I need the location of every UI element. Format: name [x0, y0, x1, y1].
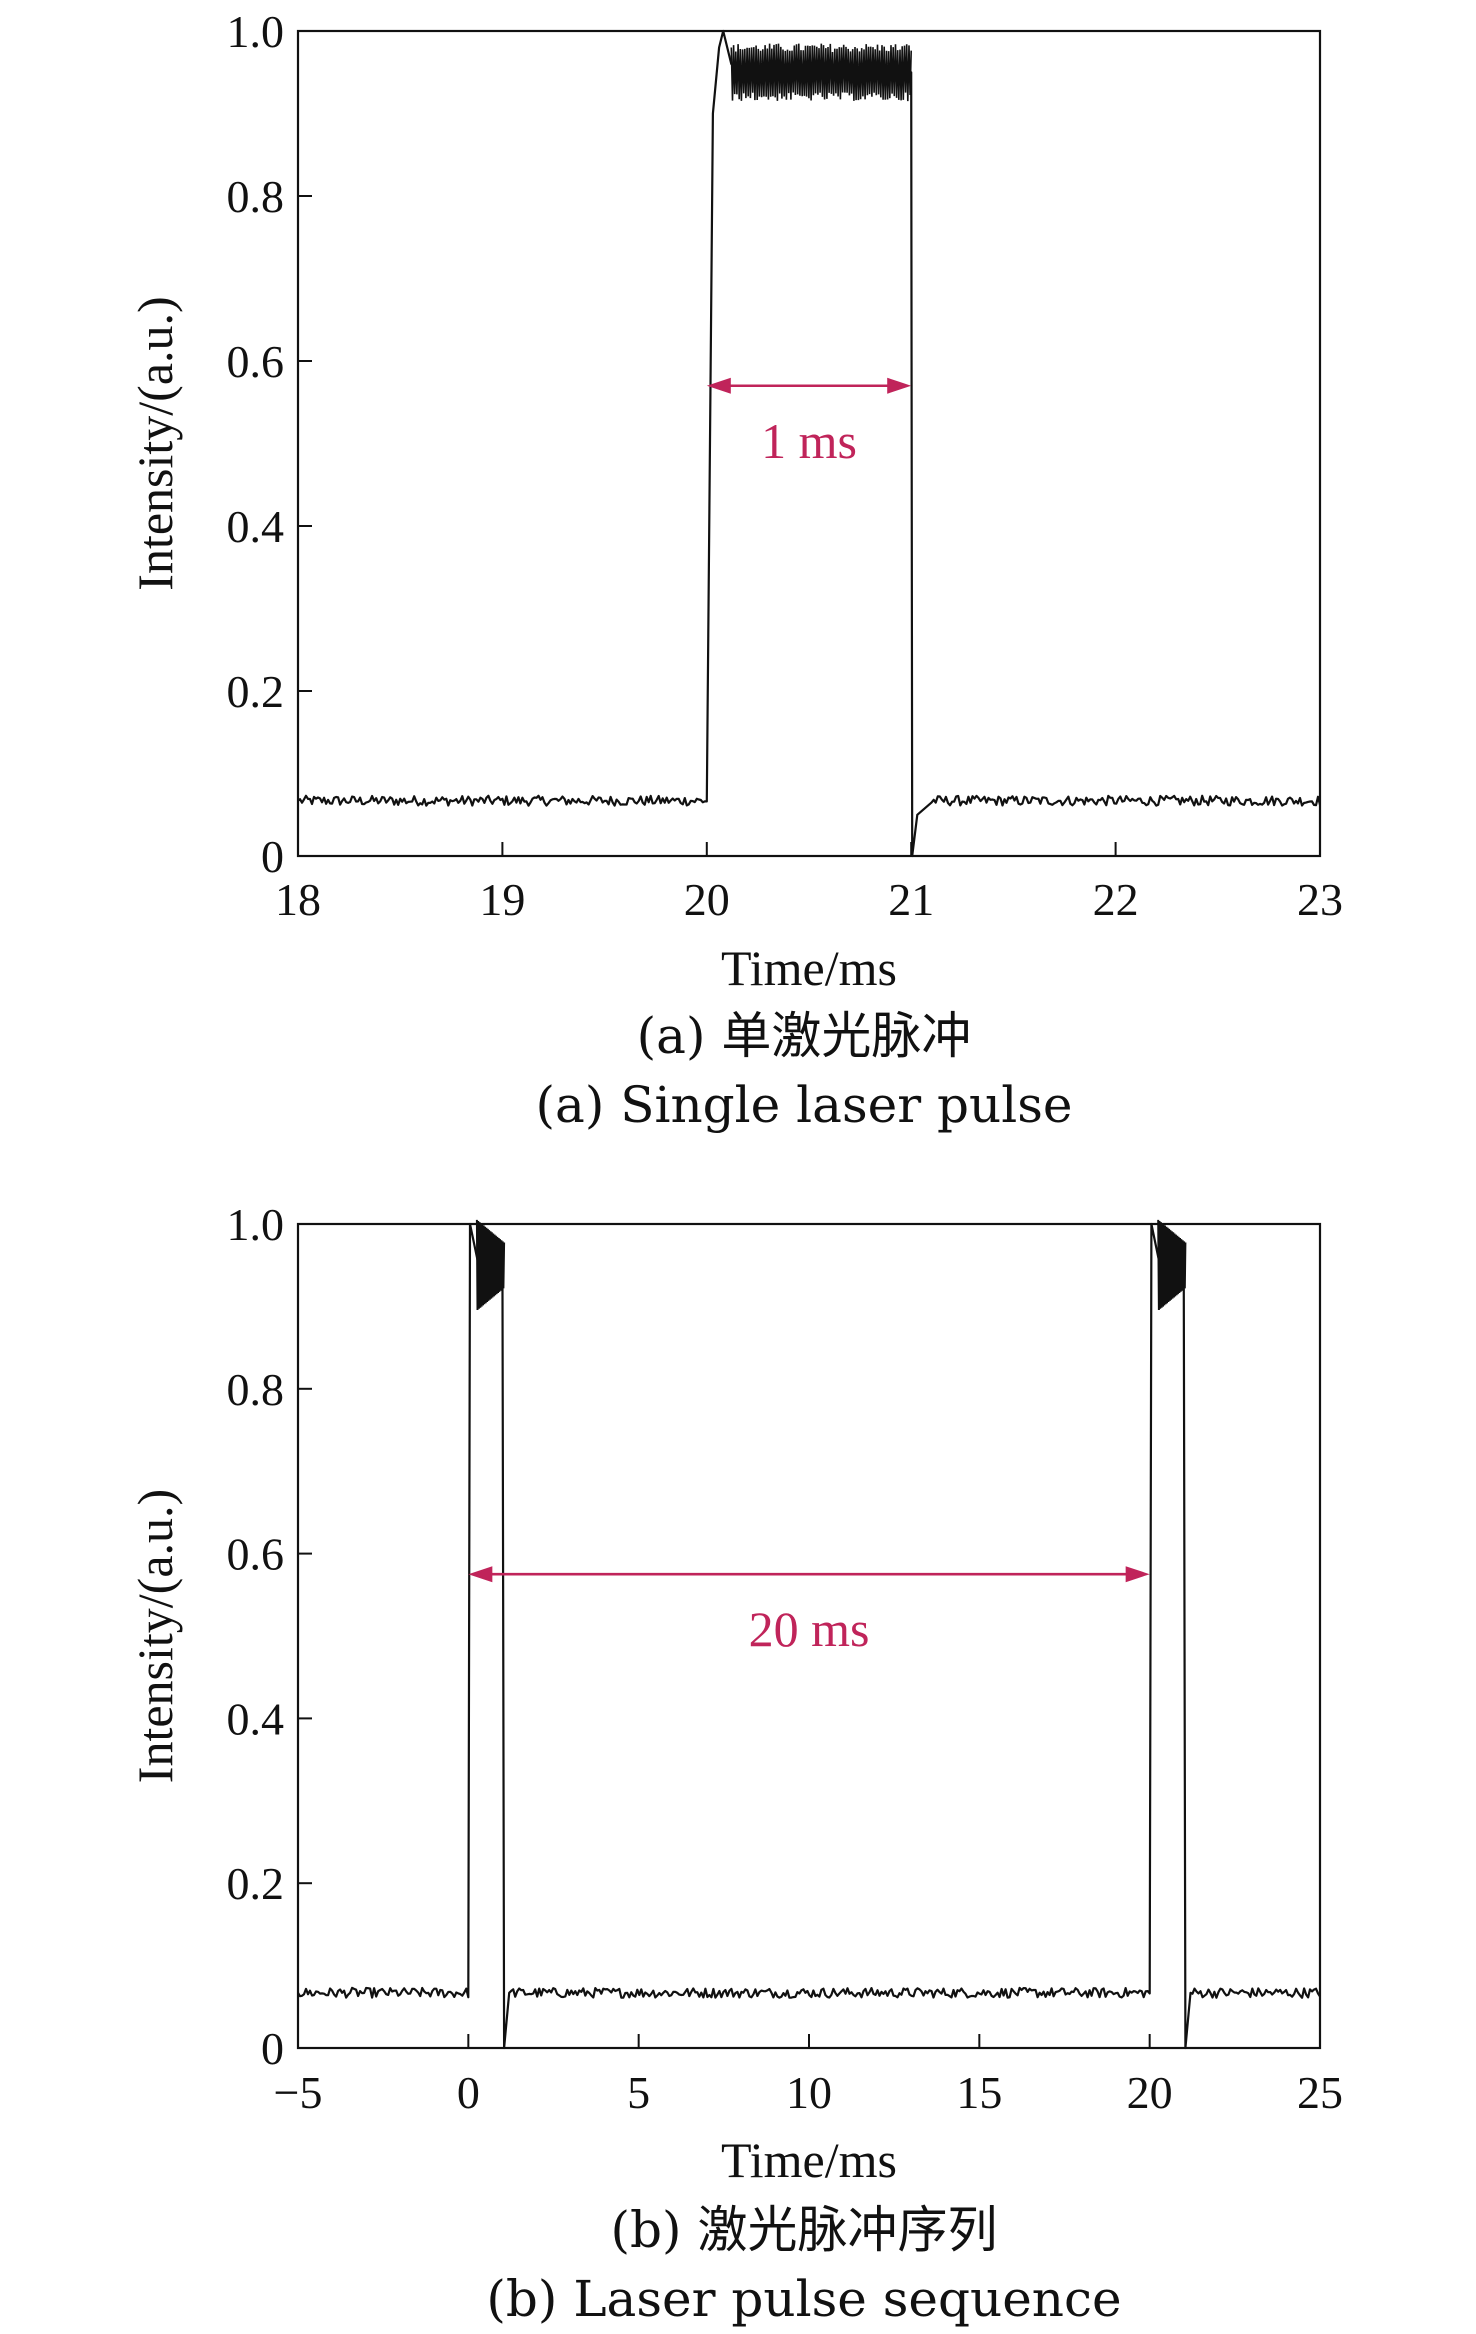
x-tick-label: 19 [479, 874, 525, 925]
x-tick-label: 18 [275, 874, 321, 925]
caption-en: (a) Single laser pulse [536, 1076, 1073, 1134]
y-tick-label: 0.2 [227, 1858, 285, 1909]
annotation-label: 20 ms [749, 1601, 870, 1657]
caption-cn: (b) 激光脉冲序列 [611, 2201, 998, 2259]
x-tick-label: −5 [274, 2067, 323, 2118]
x-tick-label: 20 [1127, 2067, 1173, 2118]
x-axis-label: Time/ms [721, 940, 897, 996]
pulse-oscillation [1157, 1219, 1187, 1311]
y-tick-label: 0.2 [227, 666, 285, 717]
x-tick-label: 20 [684, 874, 730, 925]
y-axis-label: Intensity/(a.u.) [127, 296, 183, 590]
caption-en: (b) Laser pulse sequence [486, 2270, 1121, 2328]
y-tick-label: 0.6 [227, 1529, 285, 1580]
chart-panel-a: 18 19 20 21 22 23 0 0.2 0.4 0.6 0.8 1.0 Time/ms Inten… [127, 6, 1343, 1134]
x-tick-label: 15 [956, 2067, 1002, 2118]
y-tick-label: 0.4 [227, 1693, 285, 1744]
annotation-arrowhead-right [1125, 1566, 1150, 1583]
pulse-oscillation [475, 1219, 506, 1311]
chart-panel-b: −5 0 5 10 15 20 2500.20.40.60.81.0Time/msInten… [127, 1199, 1343, 2328]
y-tick-label: 0 [261, 2023, 284, 2074]
x-tick-label: 0 [457, 2067, 480, 2118]
annotation-arrowhead-left [706, 377, 731, 394]
y-tick-label: 0.8 [227, 1364, 285, 1415]
annotation-arrowhead-right [887, 377, 912, 394]
annotation-label: 1 ms [761, 413, 857, 469]
y-tick-label: 0 [261, 831, 284, 882]
y-tick-label: 1.0 [227, 1199, 285, 1250]
x-tick-label: 23 [1297, 874, 1343, 925]
x-tick-label: 25 [1297, 2067, 1343, 2118]
y-tick-label: 1.0 [227, 6, 285, 57]
y-tick-label: 0.4 [227, 501, 285, 552]
x-tick-label: 21 [888, 874, 934, 925]
signal-line [297, 1222, 1321, 2050]
x-axis-label: Time/ms [721, 2132, 897, 2188]
signal-line [297, 29, 1322, 858]
caption-cn: (a) 单激光脉冲 [637, 1007, 972, 1065]
x-tick-label: 10 [786, 2067, 832, 2118]
pulse-oscillation [730, 43, 912, 102]
annotation-arrowhead-left [468, 1566, 493, 1583]
x-tick-label: 22 [1093, 874, 1139, 925]
y-axis-label: Intensity/(a.u.) [127, 1489, 183, 1783]
plot-frame [296, 29, 1322, 858]
x-tick-label: 5 [627, 2067, 650, 2118]
y-tick-label: 0.6 [227, 336, 285, 387]
y-tick-label: 0.8 [227, 171, 285, 222]
